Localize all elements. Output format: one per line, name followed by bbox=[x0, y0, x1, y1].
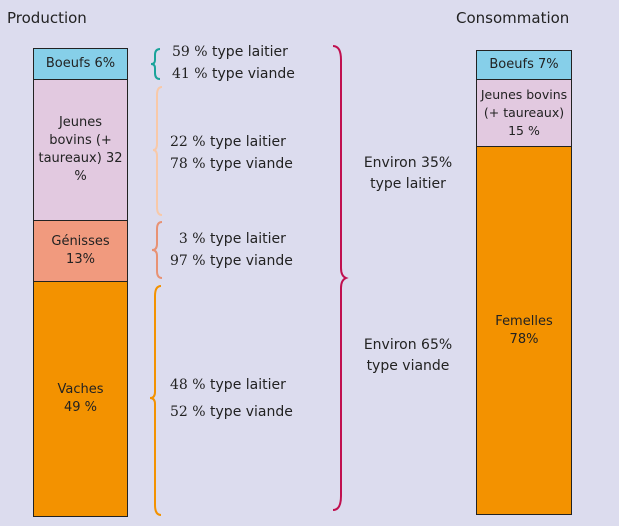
segment-boeufs: Boeufs 7% bbox=[476, 50, 572, 80]
dairy-label: type laitier bbox=[210, 377, 286, 393]
meat-label: type viande bbox=[212, 66, 295, 82]
dairy-percent: 22 % bbox=[170, 134, 206, 150]
meat-label: type viande bbox=[210, 156, 293, 172]
meat-percent: 78 % bbox=[170, 156, 206, 172]
dairy-percent: 59 % bbox=[172, 44, 208, 60]
dairy-label: type laitier bbox=[210, 134, 286, 150]
brace-summary bbox=[332, 45, 349, 511]
summary-dairy: Environ 35% type laitier bbox=[363, 155, 453, 192]
segment-label: Boeufs 6% bbox=[45, 56, 116, 71]
segment-femelles: Femelles 78% bbox=[476, 146, 572, 515]
meat-percent: 41 % bbox=[172, 66, 208, 82]
brace-jeunes-bovins bbox=[152, 86, 163, 216]
meat-label: type viande bbox=[210, 404, 293, 420]
production-title: Production bbox=[7, 9, 87, 27]
segment-label: Jeunes bovins (+ taureaux) 32 % bbox=[38, 115, 123, 184]
meat-percent: 52 % bbox=[170, 404, 206, 420]
breakdown-vaches: 48 % type laitier 52 % type viande bbox=[170, 372, 293, 426]
segment-label: Femelles 78% bbox=[495, 313, 553, 347]
summary-meat: Environ 65% type viande bbox=[363, 337, 453, 374]
brace-vaches bbox=[149, 285, 162, 516]
brace-genisses bbox=[151, 221, 163, 279]
dairy-label: type laitier bbox=[212, 44, 288, 60]
brace-boeufs bbox=[150, 48, 161, 80]
segment-label: Vaches 49 % bbox=[57, 382, 104, 415]
meat-label: type viande bbox=[210, 253, 293, 269]
dairy-percent: 3 % bbox=[178, 231, 206, 247]
segment-label: Jeunes bovins (+ taureaux) 15 % bbox=[480, 87, 568, 138]
breakdown-jeunes-bovins: 22 % type laitier 78 % type viande bbox=[170, 131, 293, 175]
dairy-label: type laitier bbox=[210, 231, 286, 247]
segment-vaches: Vaches 49 % bbox=[33, 281, 128, 517]
segment-label: Boeufs 7% bbox=[489, 57, 559, 72]
meat-percent: 97 % bbox=[170, 253, 206, 269]
breakdown-boeufs: 59 % type laitier 41 % type viande bbox=[172, 41, 295, 85]
segment-jeunes-bovins: Jeunes bovins (+ taureaux) 32 % bbox=[33, 79, 128, 221]
segment-boeufs: Boeufs 6% bbox=[33, 48, 128, 80]
segment-genisses: Génisses 13% bbox=[33, 220, 128, 282]
consommation-title: Consommation bbox=[456, 9, 570, 27]
segment-jeunes-bovins: Jeunes bovins (+ taureaux) 15 % bbox=[476, 79, 572, 147]
dairy-percent: 48 % bbox=[170, 377, 206, 393]
breakdown-genisses: 3 % type laitier 97 % type viande bbox=[170, 228, 293, 272]
segment-label: Génisses 13% bbox=[51, 234, 110, 267]
